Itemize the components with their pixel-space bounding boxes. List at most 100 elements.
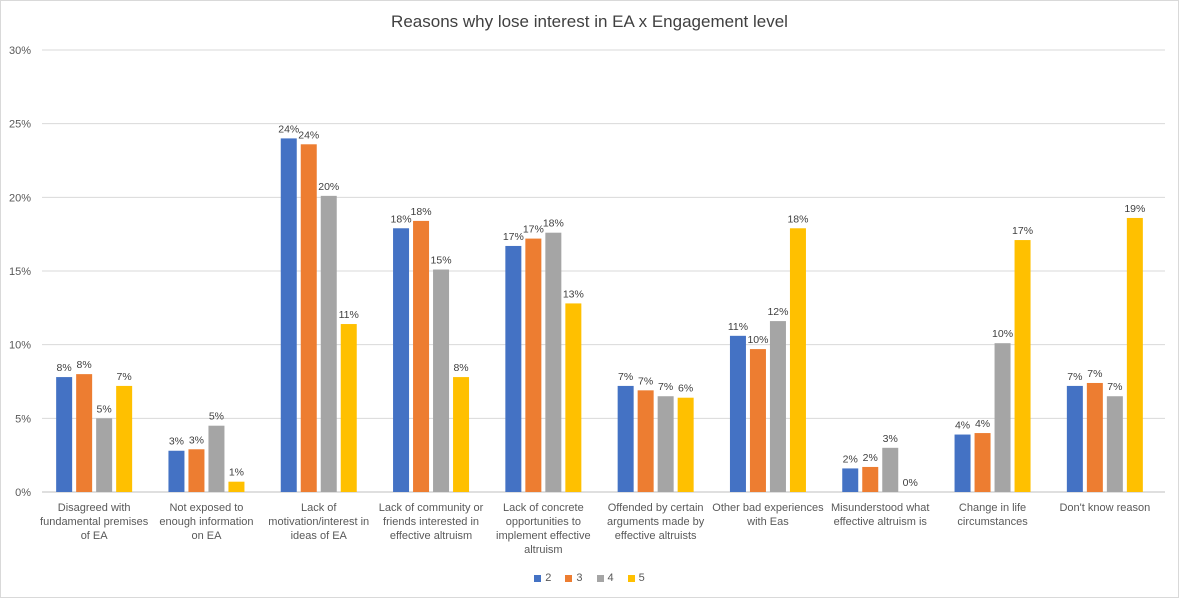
bar-series-2 [1066,385,1083,492]
bar-series-2 [842,468,859,492]
legend-item-3: 3 [565,572,583,584]
legend-swatch [534,574,542,582]
data-label: 6% [678,383,693,395]
legend-item-5: 5 [627,572,645,584]
bar-series-5 [453,377,470,492]
x-category-label: with Eas [746,516,789,528]
chart-title: Reasons why lose interest in EA x Engage… [391,12,788,31]
bar-series-5 [677,397,694,492]
bar-series-3 [637,390,654,492]
data-label: 4% [975,418,990,430]
data-label: 24% [298,129,319,141]
bar-series-2 [505,245,522,492]
legend-swatch [627,574,635,582]
y-axis-ticks: 0% 5% 10% 15% 20% 25% 30% [9,45,31,499]
data-label: 7% [658,381,673,393]
data-label: 3% [189,434,204,446]
bar-series-3 [749,349,766,492]
x-category-label: arguments made by [607,516,705,528]
x-category-label: circumstances [957,516,1028,528]
data-label: 12% [767,306,788,318]
data-label: 7% [117,371,132,383]
data-label: 17% [1012,225,1033,237]
bar-series-4 [320,195,337,493]
legend: 2 3 4 5 [0,572,1179,584]
data-label: 18% [411,206,432,218]
data-label: 24% [278,123,299,135]
legend-label: 3 [576,572,583,584]
bar-series-4 [657,396,674,492]
bar-series-5 [116,385,133,492]
data-label: 8% [77,359,92,371]
bar-series-4 [96,418,113,492]
legend-swatch [596,574,604,582]
legend-item-4: 4 [596,572,614,584]
bar-series-4 [994,343,1011,492]
x-category-label: enough information [159,516,253,528]
bar-series-4 [1106,396,1123,492]
x-category-label: friends interested in [383,516,479,528]
legend-label: 4 [607,572,614,584]
data-label: 18% [391,213,412,225]
data-label: 2% [843,453,858,465]
x-category-label: Lack of concrete [503,502,584,514]
x-category-label: Disagreed with [58,502,131,514]
x-category-label: effective altruism [390,530,472,542]
x-category-label: altruism [524,544,563,556]
bar-series-3 [188,449,205,492]
x-category-label: implement effective [496,530,591,542]
x-category-label: Lack of [301,502,337,514]
data-label: 2% [863,452,878,464]
legend-label: 5 [638,572,645,584]
x-category-label: motivation/interest in [268,516,369,528]
x-category-label: effective altruism is [834,516,928,528]
bar-series-2 [280,138,297,492]
x-category-label: Misunderstood what [831,502,929,514]
data-label: 4% [955,420,970,432]
y-tick-label: 20% [9,192,31,204]
data-label: 10% [992,328,1013,340]
data-label: 17% [503,231,524,243]
data-label: 1% [229,467,244,479]
data-label: 15% [431,255,452,267]
bars [56,138,1143,493]
data-label: 17% [523,224,544,236]
y-tick-label: 10% [9,340,31,352]
x-axis-categories: Disagreed with fundamental premises of EA N… [40,502,1150,556]
y-tick-label: 15% [9,266,31,278]
x-category-label: fundamental premises [40,516,149,528]
x-category-label: Change in life [959,502,1026,514]
x-category-label: of EA [81,530,109,542]
x-category-label: Other bad experiences [712,502,824,514]
bar-series-2 [729,335,746,492]
bar-series-3 [76,374,93,492]
data-label: 11% [728,321,748,333]
bar-series-3 [1086,382,1103,492]
data-labels: 8% 8%5%7%3% 3%5%1%24%24%20%11%18%18%15%8%1… [57,123,1146,489]
bar-series-3 [413,220,430,492]
x-category-label: Lack of community or [379,502,484,514]
bar-series-2 [168,450,185,492]
bar-series-5 [789,228,806,493]
y-tick-label: 5% [15,413,31,425]
bar-series-3 [862,466,879,492]
x-category-label: Offended by certain [608,502,704,514]
bar-series-4 [208,425,225,492]
bar-series-4 [545,232,562,492]
x-category-label: ideas of EA [291,530,348,542]
data-label: 5% [97,403,112,415]
bar-series-3 [525,238,542,492]
legend-label: 2 [545,572,552,584]
data-label: 3% [883,433,898,445]
bar-series-2 [954,434,971,492]
bar-series-5 [228,481,245,492]
data-label: 7% [618,371,633,383]
data-label: 18% [543,218,564,230]
data-label: 7% [638,375,653,387]
bar-series-2 [617,385,634,492]
data-label: 18% [787,213,808,225]
data-label: 7% [1087,368,1102,380]
bar-series-3 [300,144,317,492]
